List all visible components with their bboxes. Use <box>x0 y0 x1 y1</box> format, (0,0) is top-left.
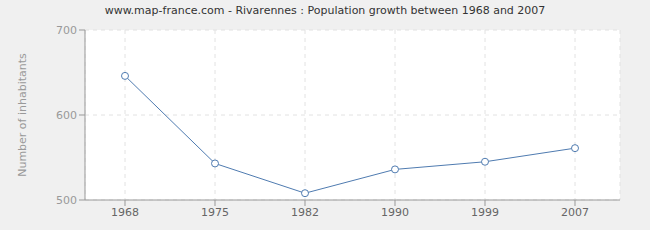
svg-text:1999: 1999 <box>471 206 499 219</box>
svg-text:Number of inhabitants: Number of inhabitants <box>16 53 29 177</box>
svg-text:1975: 1975 <box>201 206 229 219</box>
svg-text:1982: 1982 <box>291 206 319 219</box>
svg-text:2007: 2007 <box>561 206 589 219</box>
html-text:www.map-france.com - Rivarenne: www.map-france.com - Rivarennes : Popula… <box>104 4 546 17</box>
svg-text:600: 600 <box>56 109 77 122</box>
svg-text:1968: 1968 <box>111 206 139 219</box>
svg-text:700: 700 <box>56 24 77 37</box>
svg-text:1990: 1990 <box>381 206 409 219</box>
svg-text:500: 500 <box>56 194 77 207</box>
